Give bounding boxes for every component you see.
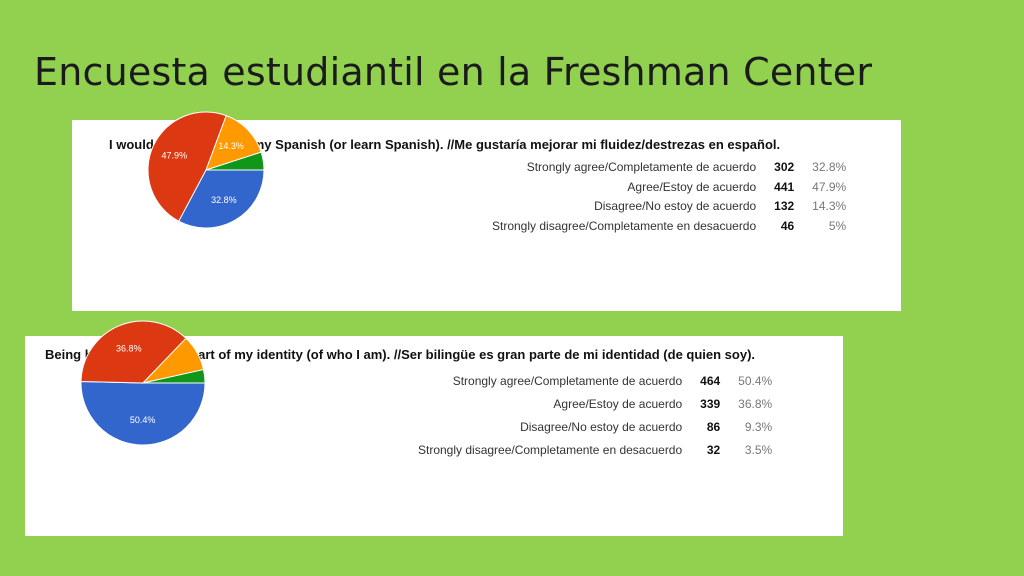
pie-slice-label: 47.9% — [162, 151, 188, 161]
pie-chart: 32.8% 47.9% 14.3% — [147, 111, 265, 229]
legend-row: Agree/Estoy de acuerdo 441 47.9% — [492, 177, 846, 197]
legend-percent: 32.8% — [812, 159, 847, 174]
legend-count: 132 — [774, 199, 795, 214]
legend-label: Disagree/No estoy de acuerdo — [594, 199, 757, 214]
legend-percent: 14.3% — [812, 199, 847, 214]
question-title: Being bilingual is a big part of my iden… — [45, 347, 756, 362]
pie-slice — [147, 111, 227, 222]
results-legend: Strongly agree/Completamente de acuerdo … — [418, 369, 772, 461]
question-title: I would like to improve my Spanish (or l… — [109, 137, 781, 152]
legend-row: Strongly agree/Completamente de acuerdo … — [492, 157, 846, 177]
legend-label: Strongly disagree/Completamente en desac… — [492, 218, 757, 233]
pie-chart: 50.4% 36.8% — [80, 320, 206, 446]
legend-row: Disagree/No estoy de acuerdo 132 14.3% — [492, 196, 846, 216]
pie-slice-label: 32.8% — [211, 195, 237, 205]
legend-row: Strongly agree/Completamente de acuerdo … — [418, 369, 772, 392]
pie-slice — [80, 320, 187, 384]
pie-slice-label: 14.3% — [218, 141, 244, 151]
legend-count: 464 — [700, 373, 721, 388]
legend-count: 32 — [706, 442, 721, 457]
legend-label: Agree/Estoy de acuerdo — [627, 179, 757, 194]
results-legend: Strongly agree/Completamente de acuerdo … — [492, 157, 846, 236]
legend-label: Agree/Estoy de acuerdo — [553, 396, 683, 411]
pie-slice — [178, 169, 265, 229]
legend-count: 339 — [700, 396, 721, 411]
legend-percent: 36.8% — [738, 396, 773, 411]
pie-slice-label: 36.8% — [116, 344, 142, 354]
legend-row: Strongly disagree/Completamente en desac… — [418, 438, 772, 461]
legend-count: 46 — [780, 218, 795, 233]
survey-panel-1: I would like to improve my Spanish (or l… — [72, 111, 901, 311]
legend-label: Disagree/No estoy de acuerdo — [520, 419, 683, 434]
legend-row: Strongly disagree/Completamente en desac… — [492, 216, 846, 236]
legend-percent: 50.4% — [738, 373, 773, 388]
legend-percent: 5% — [828, 218, 847, 233]
legend-label: Strongly agree/Completamente de acuerdo — [526, 159, 757, 174]
legend-label: Strongly disagree/Completamente en desac… — [418, 442, 683, 457]
slide-title: Encuesta estudiantil en la Freshman Cent… — [34, 50, 873, 94]
pie-slice-label: 50.4% — [130, 415, 156, 425]
legend-count: 302 — [774, 159, 795, 174]
legend-count: 441 — [774, 179, 795, 194]
legend-percent: 9.3% — [744, 419, 773, 434]
pie-slice — [205, 151, 265, 171]
legend-percent: 47.9% — [812, 179, 847, 194]
pie-slice — [80, 381, 206, 446]
survey-panel-2: Being bilingual is a big part of my iden… — [25, 320, 843, 536]
legend-label: Strongly agree/Completamente de acuerdo — [452, 373, 683, 388]
pie-slice — [142, 368, 206, 384]
legend-percent: 3.5% — [744, 442, 773, 457]
legend-row: Agree/Estoy de acuerdo 339 36.8% — [418, 392, 772, 415]
legend-count: 86 — [706, 419, 721, 434]
legend-row: Disagree/No estoy de acuerdo 86 9.3% — [418, 415, 772, 438]
